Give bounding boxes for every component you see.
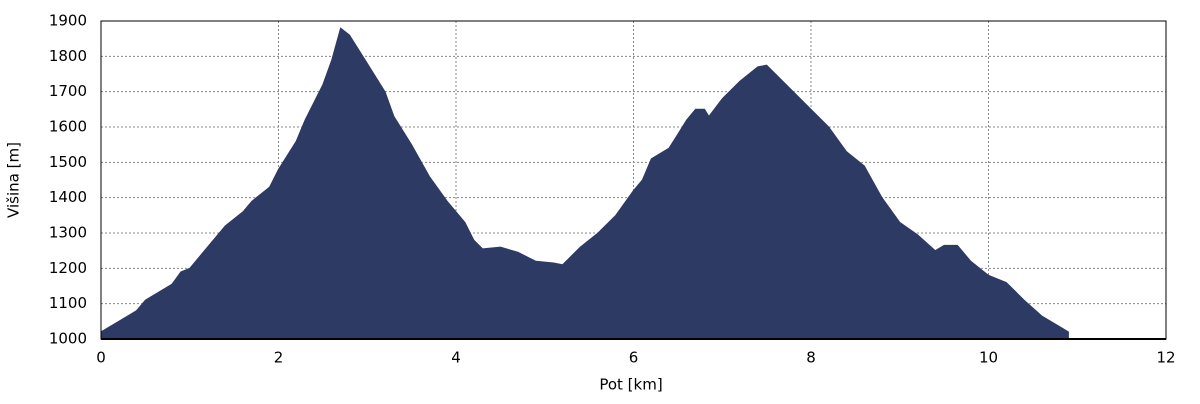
x-tick-label: 6 <box>629 349 639 367</box>
y-axis-label: Višina [m] <box>5 142 23 218</box>
y-tick-label: 1400 <box>49 188 87 206</box>
x-tick-label: 2 <box>274 349 284 367</box>
y-tick-label: 1000 <box>49 330 87 348</box>
elevation-area <box>100 27 1069 340</box>
y-tick-label: 1900 <box>49 12 87 30</box>
x-tick-label: 12 <box>1156 349 1175 367</box>
x-axis-label: Pot [km] <box>599 376 662 394</box>
y-tick-label: 1100 <box>49 294 87 312</box>
y-tick-label: 1700 <box>49 82 87 100</box>
y-tick-label: 1300 <box>49 224 87 242</box>
x-tick-label: 8 <box>806 349 816 367</box>
x-tick-label: 0 <box>96 349 106 367</box>
y-tick-label: 1800 <box>49 47 87 65</box>
y-tick-label: 1200 <box>49 259 87 277</box>
x-tick-label: 10 <box>979 349 998 367</box>
x-tick-label: 4 <box>451 349 461 367</box>
y-tick-label: 1500 <box>49 153 87 171</box>
y-tick-label: 1600 <box>49 118 87 136</box>
